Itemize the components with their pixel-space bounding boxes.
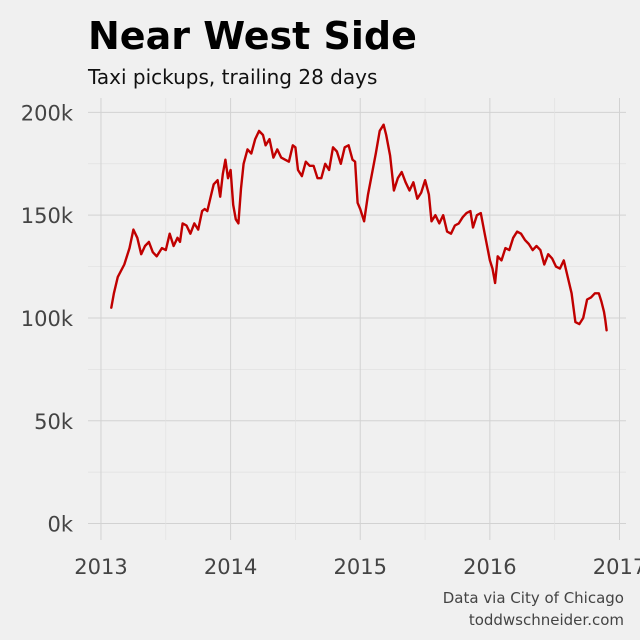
y-tick-label: 150k bbox=[21, 204, 74, 228]
chart-title: Near West Side bbox=[88, 14, 417, 58]
caption-source: Data via City of Chicago bbox=[443, 589, 624, 607]
x-tick-label: 2013 bbox=[74, 555, 127, 579]
caption-site: toddwschneider.com bbox=[469, 611, 624, 629]
x-tick-label: 2014 bbox=[204, 555, 257, 579]
x-tick-label: 2016 bbox=[463, 555, 516, 579]
x-tick-label: 2015 bbox=[334, 555, 387, 579]
y-tick-label: 200k bbox=[21, 101, 74, 125]
x-tick-label: 2017 bbox=[593, 555, 640, 579]
y-tick-label: 100k bbox=[21, 307, 74, 331]
tick-labels: 0k 50k 100k 150k 200k 2013 2014 2015 2016 2017 bbox=[21, 101, 640, 579]
y-tick-label: 0k bbox=[47, 513, 73, 537]
grid bbox=[88, 98, 626, 540]
series-group bbox=[110, 123, 608, 332]
series-line bbox=[110, 123, 608, 332]
y-tick-label: 50k bbox=[34, 410, 74, 434]
chart-subtitle: Taxi pickups, trailing 28 days bbox=[87, 65, 377, 89]
